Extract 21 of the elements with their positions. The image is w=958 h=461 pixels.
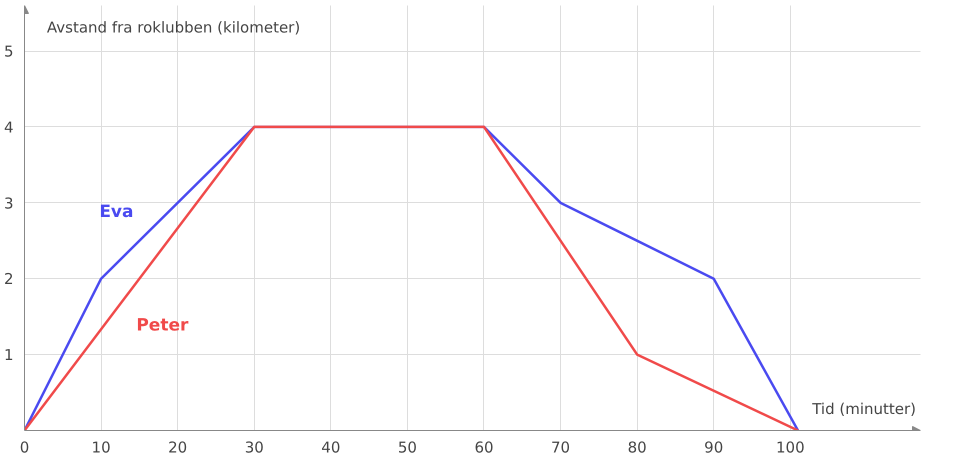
y-tick-label: 4 xyxy=(4,118,14,136)
x-axis-title: Tid (minutter) xyxy=(811,400,916,418)
series-label: Eva xyxy=(99,202,134,222)
y-tick-label: 1 xyxy=(4,346,14,364)
x-tick-label: 10 xyxy=(92,438,111,456)
x-tick-label: 20 xyxy=(168,438,188,456)
x-tick-label: 0 xyxy=(20,438,30,456)
x-tick-label: 60 xyxy=(474,438,494,456)
line-series xyxy=(24,126,800,430)
x-tick-label: 100 xyxy=(776,438,805,456)
x-tick-label: 40 xyxy=(321,438,340,456)
x-tick-label: 30 xyxy=(244,438,264,456)
y-axis-title: Avstand fra roklubben (kilometer) xyxy=(46,18,300,36)
y-tick-label: 2 xyxy=(4,270,14,288)
x-tick-label: 80 xyxy=(628,438,647,456)
x-tick-label: 90 xyxy=(704,438,724,456)
series-label: Peter xyxy=(136,316,189,336)
y-tick-label: 3 xyxy=(4,194,14,212)
x-tick-label: 70 xyxy=(551,438,570,456)
x-tick-label: 50 xyxy=(398,438,417,456)
y-tick-label: 5 xyxy=(4,42,14,61)
